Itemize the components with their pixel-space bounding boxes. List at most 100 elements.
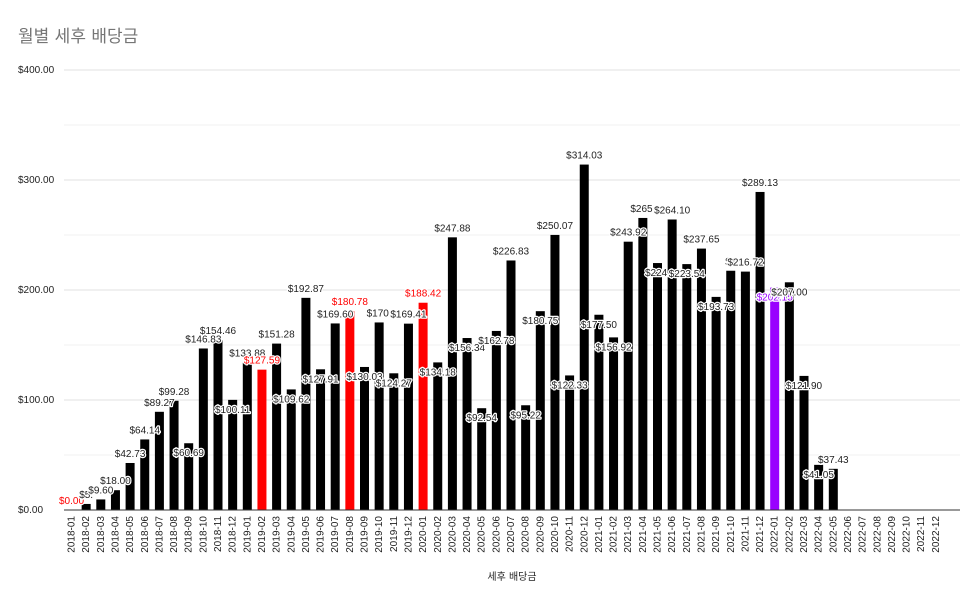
x-tick-label: 2022-03: [799, 516, 810, 553]
x-tick-label: 2022-05: [828, 516, 839, 553]
bar-2022-04: [814, 464, 824, 510]
x-tick-label: 2022-08: [872, 516, 883, 553]
x-tick-label: 2021-06: [667, 516, 678, 553]
x-tick-label: 2020-10: [550, 516, 561, 553]
data-label-2019-07: $169.60: [317, 309, 354, 320]
bar-2020-09: [535, 311, 545, 510]
x-tick-label: 2020-02: [433, 516, 444, 553]
x-tick-label: 2020-08: [521, 516, 532, 553]
data-label-2020-12: $314.03: [566, 151, 603, 162]
data-label-2022-04: $41.05: [803, 470, 834, 481]
data-label-2020-11: $122.33: [552, 380, 589, 391]
bar-2021-05: [653, 263, 662, 510]
bar-2020-06: [491, 330, 501, 510]
bar-2019-09: [360, 366, 369, 510]
bar-2019-11: [389, 373, 399, 510]
data-label-2018-10: $146.83: [185, 334, 222, 345]
data-label-2021-06: $264.10: [654, 205, 691, 216]
data-label-2021-08: $237.65: [683, 235, 720, 246]
x-tick-label: 2021-04: [638, 516, 649, 553]
x-tick-label: 2018-04: [110, 516, 121, 553]
y-axis-ticks: $0.00 $100.00 $200.00 $300.00 $400.00: [18, 65, 55, 516]
data-label-2019-10: $170.: [367, 308, 392, 319]
data-label-2020-09: $180.75: [522, 316, 559, 327]
data-label-2018-07: $89.27: [144, 398, 175, 409]
x-tick-label: 2019-07: [330, 516, 341, 553]
data-label-2021-12: $289.13: [742, 178, 779, 189]
x-tick-label: 2021-05: [653, 516, 664, 553]
bar-2021-01: [594, 314, 604, 510]
x-tick-label: 2021-10: [726, 516, 737, 553]
bars: [81, 164, 838, 511]
x-axis-ticks: 2018-01 2018-02 2018-03 2018-04 2018-05 2018-…: [67, 516, 942, 553]
data-label-2019-05: $192.87: [288, 284, 325, 295]
data-label-2020-08: $95.22: [510, 410, 541, 421]
y-tick-label: $300.00: [18, 175, 55, 186]
x-tick-label: 2020-11: [565, 516, 576, 552]
data-label-2020-04: $156.34: [449, 343, 486, 354]
data-label-2018-09: $60.69: [173, 448, 204, 459]
data-label-2021-05: $224.: [645, 268, 670, 279]
bar-2020-05: [477, 408, 487, 510]
x-tick-label: 2021-11: [740, 516, 751, 552]
x-tick-label: 2021-02: [609, 516, 620, 553]
bar-2019-08: [345, 311, 355, 510]
data-label-2019-06: $127.91: [302, 374, 339, 385]
bar-2020-01: [418, 302, 428, 510]
bar-2021-07: [682, 264, 692, 510]
x-axis-title: 세후 배당금: [487, 571, 536, 583]
x-tick-label: 2022-07: [858, 516, 869, 553]
bar-2022-01: [770, 287, 780, 510]
data-label-2022-03: $121.90: [786, 381, 823, 392]
x-tick-label: 2018-11: [213, 516, 224, 552]
bar-2018-09: [184, 443, 194, 510]
data-label-2019-08: $180.78: [332, 297, 369, 308]
bar-2022-03: [799, 375, 809, 510]
bar-2020-04: [462, 338, 472, 510]
bar-2019-06: [316, 369, 326, 510]
bar-2019-01: [242, 362, 252, 510]
bar-2019-12: [403, 323, 413, 510]
y-tick-label: $400.00: [18, 65, 55, 76]
bar-2019-10: [374, 322, 384, 510]
x-tick-label: 2021-09: [711, 516, 722, 553]
data-label-2018-01: $0.00: [59, 496, 84, 507]
data-label-2019-09: $130.03: [346, 372, 383, 383]
bar-2019-02: [257, 369, 267, 510]
x-tick-label: 2018-09: [184, 516, 195, 553]
data-label-2020-03: $247.88: [434, 223, 471, 234]
bar-2021-12: [755, 191, 765, 510]
x-tick-label: 2018-01: [67, 516, 78, 553]
data-label-2020-07: $226.83: [493, 246, 530, 257]
bar-2020-07: [506, 260, 516, 510]
bar-2018-07: [154, 411, 164, 510]
y-tick-label: $200.00: [18, 285, 55, 296]
bar-2021-02: [609, 337, 619, 510]
x-tick-label: 2022-09: [887, 516, 898, 553]
bar-2019-05: [301, 297, 311, 510]
x-tick-label: 2019-12: [403, 516, 414, 553]
x-tick-label: 2019-02: [257, 516, 268, 553]
x-tick-label: 2021-08: [696, 516, 707, 553]
x-tick-label: 2019-01: [242, 516, 253, 553]
x-tick-label: 2021-03: [623, 516, 634, 553]
data-label-2021-01: $177.50: [581, 320, 618, 331]
bar-2021-03: [623, 241, 633, 511]
bar-2020-12: [579, 164, 589, 510]
y-tick-label: $0.00: [18, 505, 43, 516]
bar-2020-08: [521, 405, 531, 510]
x-tick-label: 2019-04: [286, 516, 297, 553]
x-tick-label: 2019-05: [301, 516, 312, 553]
data-label-2019-03: $151.28: [259, 330, 296, 341]
data-label-2018-06: $64.14: [129, 425, 160, 436]
bar-2022-05: [828, 468, 838, 510]
bar-2021-11: [740, 271, 750, 510]
x-tick-label: 2018-10: [198, 516, 209, 553]
x-tick-label: 2019-10: [374, 516, 385, 553]
x-tick-label: 2020-09: [535, 516, 546, 553]
x-tick-label: 2020-06: [491, 516, 502, 553]
data-label-2018-08: $99.28: [159, 387, 190, 398]
x-tick-label: 2020-05: [477, 516, 488, 553]
bar-2020-11: [565, 375, 575, 510]
